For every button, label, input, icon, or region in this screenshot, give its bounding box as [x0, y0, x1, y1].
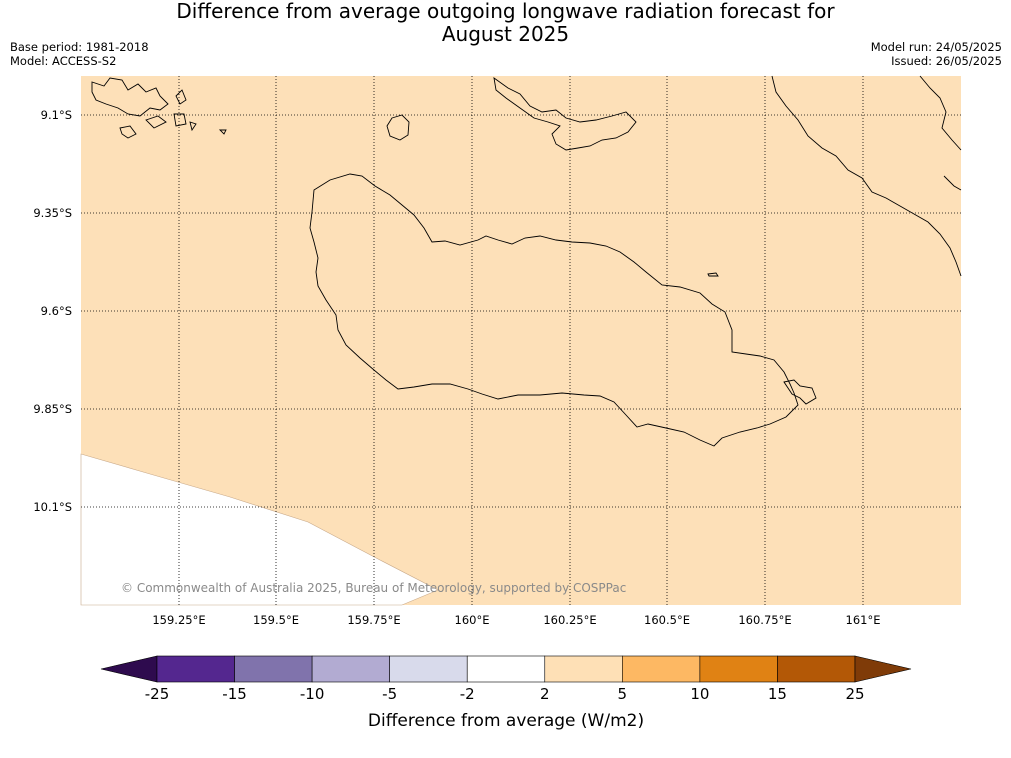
- colorbar-ticks: -25 -15 -10 -5 -2 2 5 10 15 25: [145, 685, 865, 703]
- lon-label: 160°E: [455, 613, 490, 627]
- meta-left: Base period: 1981-2018 Model: ACCESS-S2: [10, 40, 149, 68]
- lat-label: 10.1°S: [33, 500, 72, 514]
- colorbar-segment: [466, 655, 546, 683]
- lon-label: 159.25°E: [152, 613, 205, 627]
- copyright-note: © Commonwealth of Australia 2025, Bureau…: [121, 581, 626, 595]
- map-panel: © Commonwealth of Australia 2025, Bureau…: [80, 75, 962, 606]
- map-title: Difference from average outgoing longwav…: [0, 0, 1011, 46]
- title-line-1: Difference from average outgoing longwav…: [176, 0, 835, 23]
- coastlines: [91, 75, 962, 447]
- colorbar-segment: [777, 655, 856, 683]
- colorbar-tick-label: -5: [382, 685, 397, 703]
- colorbar-tick-label: 2: [540, 685, 550, 703]
- lat-label: 9.1°S: [41, 108, 72, 122]
- coastline-small-island: [386, 114, 410, 141]
- colorbar-tick-label: -25: [145, 685, 170, 703]
- coastline-russell-islands: [91, 77, 227, 139]
- coastline-islet: [707, 272, 719, 277]
- lat-label: 9.35°S: [33, 206, 72, 220]
- lon-label: 160.5°E: [644, 613, 690, 627]
- colorbar-tick-label: -15: [222, 685, 247, 703]
- colorbar-segments: [100, 655, 912, 683]
- colorbar-tick-label: -2: [460, 685, 475, 703]
- colorbar-extend-low: [100, 655, 158, 683]
- no-data-region: [80, 453, 439, 606]
- lat-label: 9.6°S: [41, 304, 72, 318]
- colorbar-segment: [311, 655, 390, 683]
- colorbar-segment: [622, 655, 701, 683]
- coastline-malaita: [771, 75, 962, 277]
- model-name: Model: ACCESS-S2: [10, 54, 117, 68]
- colorbar-segment: [234, 655, 313, 683]
- colorbar-tick-label: 10: [690, 685, 709, 703]
- lon-label: 160.75°E: [738, 613, 791, 627]
- lat-label: 9.85°S: [33, 402, 72, 416]
- graticule: [81, 76, 961, 605]
- colorbar-segment: [699, 655, 778, 683]
- colorbar: -25 -15 -10 -5 -2 2 5 10 15 25 Difference from av…: [100, 655, 912, 731]
- model-run: Model run: 24/05/2025: [870, 40, 1002, 54]
- colorbar-segment: [156, 655, 235, 683]
- colorbar-tick-label: 15: [768, 685, 787, 703]
- coastline-guadalcanal: [309, 173, 799, 447]
- colorbar-tick-label: 25: [845, 685, 864, 703]
- colorbar-extend-high: [854, 655, 912, 683]
- coastline-malaita-north: [919, 75, 962, 151]
- colorbar-tick-label: -10: [300, 685, 325, 703]
- coastline-florida-islands: [493, 77, 637, 151]
- title-line-2: August 2025: [441, 22, 570, 46]
- issued-date: Issued: 26/05/2025: [891, 54, 1002, 68]
- coastline-marau: [783, 379, 817, 405]
- lon-label: 159.75°E: [347, 613, 400, 627]
- lon-label: 160.25°E: [543, 613, 596, 627]
- longitude-labels: 159.25°E 159.5°E 159.75°E 160°E 160.25°E…: [152, 613, 880, 627]
- coastline-malaita-east: [943, 175, 962, 191]
- colorbar-segment: [544, 655, 623, 683]
- lon-label: 161°E: [846, 613, 881, 627]
- lon-label: 159.5°E: [253, 613, 299, 627]
- colorbar-tick-label: 5: [618, 685, 628, 703]
- base-period: Base period: 1981-2018: [10, 40, 149, 54]
- meta-right: Model run: 24/05/2025 Issued: 26/05/2025: [871, 40, 1002, 68]
- colorbar-segment: [389, 655, 468, 683]
- latitude-labels: 9.1°S 9.35°S 9.6°S 9.85°S 10.1°S: [33, 108, 72, 514]
- colorbar-label: Difference from average (W/m2): [368, 711, 644, 731]
